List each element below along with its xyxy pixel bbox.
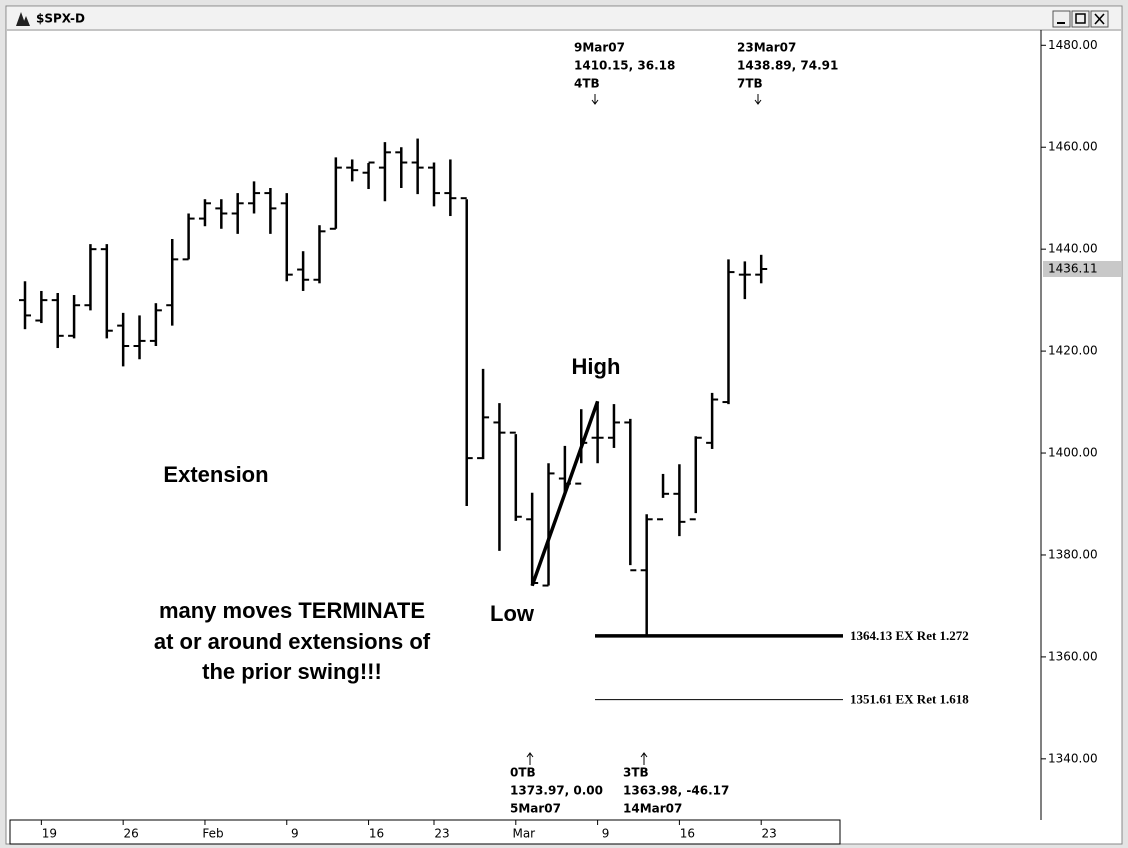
x-tick-label: Feb bbox=[202, 827, 223, 841]
swing-arrow bbox=[754, 94, 762, 105]
x-tick-label: 9 bbox=[291, 827, 299, 841]
last-price-box bbox=[1043, 260, 1121, 277]
swing-label: 0TB bbox=[510, 766, 536, 780]
swing-text: 1410.15, 36.18 bbox=[574, 59, 675, 73]
x-tick-label: Mar bbox=[512, 827, 535, 841]
annotation: at or around extensions of bbox=[154, 629, 431, 654]
x-tick-label: 23 bbox=[762, 827, 777, 841]
y-tick-label: 1340.00 bbox=[1048, 751, 1098, 765]
y-tick-label: 1460.00 bbox=[1048, 140, 1098, 154]
extension-label: 1351.61 EX Ret 1.618 bbox=[850, 692, 969, 707]
swing-text: 1438.89, 74.91 bbox=[737, 59, 838, 73]
last-price-label: 1436.11 bbox=[1048, 261, 1098, 275]
swing-label: 7TB bbox=[737, 77, 763, 91]
window-buttons[interactable] bbox=[1052, 10, 1109, 28]
extension-label: 1364.13 EX Ret 1.272 bbox=[850, 628, 969, 643]
swing-line bbox=[530, 400, 600, 587]
annotation: many moves TERMINATE bbox=[159, 598, 425, 623]
swing-arrow bbox=[526, 752, 534, 765]
x-tick-label: 19 bbox=[42, 827, 57, 841]
x-tick-label: 26 bbox=[124, 827, 139, 841]
annotation: Extension bbox=[163, 462, 268, 487]
swing-date: 14Mar07 bbox=[623, 802, 682, 816]
y-tick-label: 1380.00 bbox=[1048, 547, 1098, 561]
close-icon bbox=[1094, 13, 1105, 25]
annotation: the prior swing!!! bbox=[202, 659, 382, 684]
title-bar bbox=[7, 7, 1121, 29]
annotation: Low bbox=[490, 601, 535, 626]
swing-text: 1363.98, -46.17 bbox=[623, 784, 729, 798]
y-tick-label: 1480.00 bbox=[1048, 38, 1098, 52]
chart-title: $SPX-D bbox=[36, 12, 85, 26]
swing-arrow bbox=[591, 94, 599, 105]
x-tick-label: 23 bbox=[434, 827, 449, 841]
y-tick-label: 1360.00 bbox=[1048, 649, 1098, 663]
swing-date: 5Mar07 bbox=[510, 802, 561, 816]
swing-date: 9Mar07 bbox=[574, 41, 625, 55]
app-icon bbox=[16, 12, 30, 26]
y-tick-label: 1400.00 bbox=[1048, 446, 1098, 460]
x-tick-label: 16 bbox=[369, 827, 384, 841]
swing-date: 23Mar07 bbox=[737, 41, 796, 55]
y-tick-label: 1440.00 bbox=[1048, 242, 1098, 256]
x-tick-label: 16 bbox=[680, 827, 695, 841]
window-frame bbox=[5, 5, 1123, 845]
x-tick-label: 9 bbox=[602, 827, 610, 841]
swing-arrow bbox=[640, 752, 648, 765]
swing-label: 3TB bbox=[623, 766, 649, 780]
minimize-button[interactable] bbox=[1052, 10, 1071, 28]
swing-text: 1373.97, 0.00 bbox=[510, 784, 603, 798]
annotation: High bbox=[572, 354, 621, 379]
swing-label: 4TB bbox=[574, 77, 600, 91]
y-tick-label: 1420.00 bbox=[1048, 344, 1098, 358]
maximize-icon bbox=[1075, 13, 1086, 24]
x-axis-strip bbox=[9, 819, 841, 845]
